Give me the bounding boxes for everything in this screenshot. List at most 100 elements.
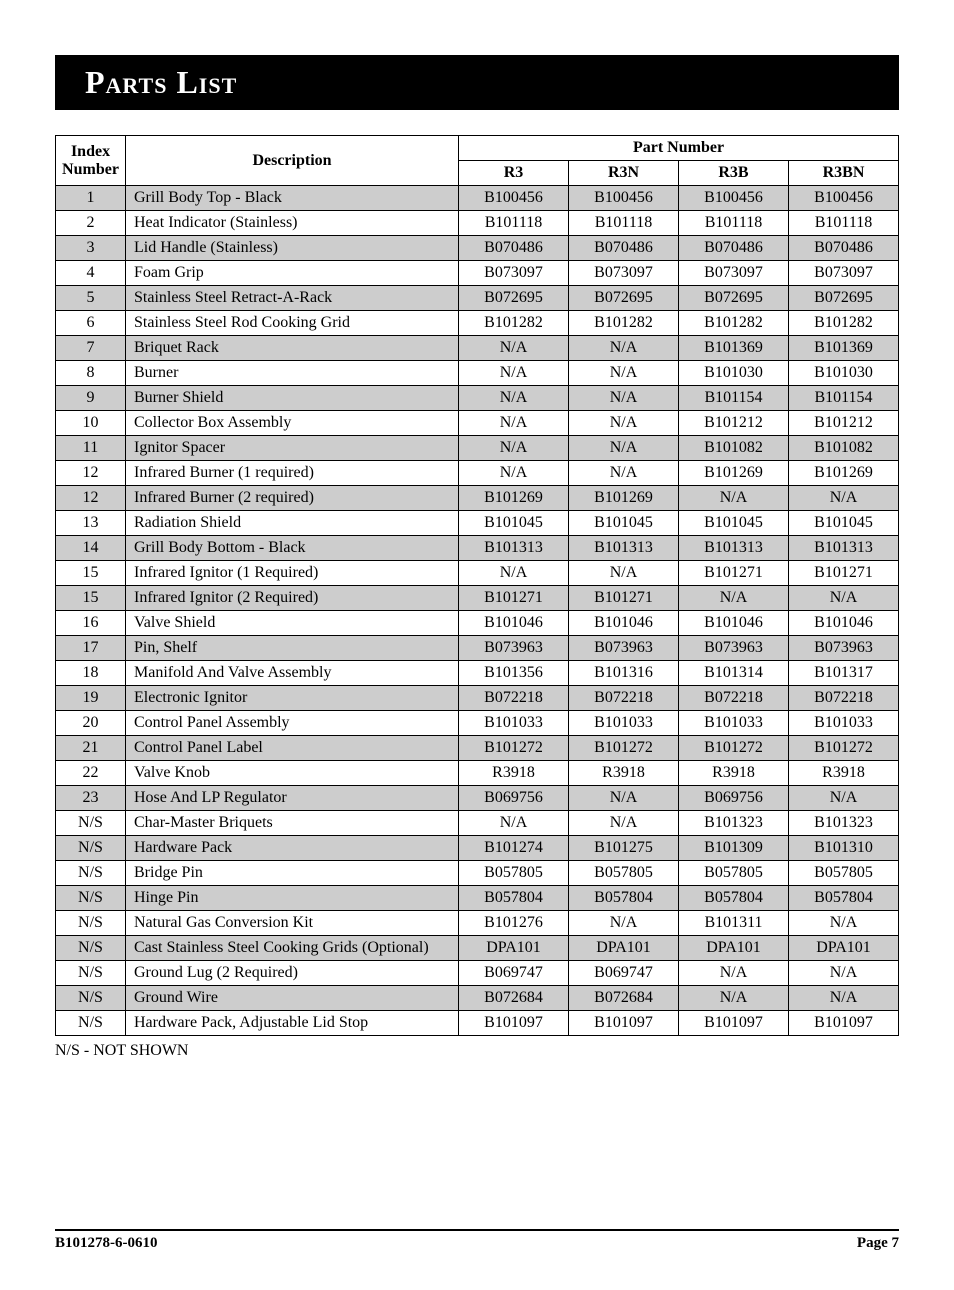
cell-index: 5 <box>56 286 126 311</box>
page-footer: B101278-6-0610 Page 7 <box>55 1229 899 1252</box>
table-row: 13Radiation ShieldB101045B101045B101045B… <box>56 511 899 536</box>
cell-part-number: B069756 <box>459 786 569 811</box>
cell-part-number: B101316 <box>569 661 679 686</box>
cell-description: Grill Body Top - Black <box>126 186 459 211</box>
cell-part-number: B101269 <box>679 461 789 486</box>
cell-part-number: B101369 <box>679 336 789 361</box>
cell-index: 11 <box>56 436 126 461</box>
cell-description: Valve Shield <box>126 611 459 636</box>
cell-part-number: B101272 <box>789 736 899 761</box>
cell-part-number: N/A <box>459 336 569 361</box>
cell-part-number: B101118 <box>569 211 679 236</box>
cell-part-number: N/A <box>569 361 679 386</box>
cell-part-number: B101118 <box>679 211 789 236</box>
cell-description: Infrared Ignitor (2 Required) <box>126 586 459 611</box>
cell-part-number: N/A <box>569 811 679 836</box>
table-row: 17Pin, ShelfB073963B073963B073963B073963 <box>56 636 899 661</box>
parts-table: Index Number Description Part Number R3 … <box>55 135 899 1036</box>
cell-index: N/S <box>56 1011 126 1036</box>
cell-part-number: B101271 <box>679 561 789 586</box>
cell-part-number: B101082 <box>679 436 789 461</box>
footer-doc-number: B101278-6-0610 <box>55 1235 158 1252</box>
cell-part-number: N/A <box>459 561 569 586</box>
cell-part-number: B072695 <box>459 286 569 311</box>
cell-part-number: B101269 <box>459 486 569 511</box>
table-body: 1Grill Body Top - BlackB100456B100456B10… <box>56 186 899 1036</box>
cell-part-number: B101313 <box>789 536 899 561</box>
footnote: N/S - NOT SHOWN <box>55 1042 899 1060</box>
table-row: N/SGround WireB072684B072684N/AN/A <box>56 986 899 1011</box>
cell-part-number: N/A <box>569 786 679 811</box>
cell-part-number: B101272 <box>679 736 789 761</box>
cell-description: Hardware Pack, Adjustable Lid Stop <box>126 1011 459 1036</box>
cell-index: 16 <box>56 611 126 636</box>
cell-part-number: B101082 <box>789 436 899 461</box>
cell-part-number: B101097 <box>459 1011 569 1036</box>
cell-part-number: B057805 <box>459 861 569 886</box>
cell-part-number: B072684 <box>459 986 569 1011</box>
cell-part-number: DPA101 <box>459 936 569 961</box>
col-header-index: Index Number <box>56 136 126 186</box>
cell-part-number: B072218 <box>569 686 679 711</box>
cell-part-number: N/A <box>679 586 789 611</box>
cell-part-number: B101033 <box>789 711 899 736</box>
cell-part-number: B101097 <box>789 1011 899 1036</box>
cell-part-number: B072218 <box>789 686 899 711</box>
cell-part-number: N/A <box>459 361 569 386</box>
cell-part-number: R3918 <box>569 761 679 786</box>
cell-part-number: N/A <box>459 461 569 486</box>
cell-description: Pin, Shelf <box>126 636 459 661</box>
cell-part-number: B101317 <box>789 661 899 686</box>
page: Parts List Index Number Description Part… <box>0 55 954 1290</box>
cell-part-number: B101097 <box>569 1011 679 1036</box>
cell-part-number: B069747 <box>459 961 569 986</box>
cell-description: Control Panel Assembly <box>126 711 459 736</box>
cell-index: 13 <box>56 511 126 536</box>
cell-part-number: N/A <box>679 961 789 986</box>
cell-description: Infrared Ignitor (1 Required) <box>126 561 459 586</box>
cell-index: N/S <box>56 961 126 986</box>
cell-part-number: N/A <box>459 436 569 461</box>
cell-index: N/S <box>56 911 126 936</box>
cell-part-number: N/A <box>789 586 899 611</box>
cell-part-number: B073963 <box>459 636 569 661</box>
cell-description: Briquet Rack <box>126 336 459 361</box>
cell-description: Foam Grip <box>126 261 459 286</box>
cell-part-number: B069756 <box>679 786 789 811</box>
cell-index: 2 <box>56 211 126 236</box>
table-row: 10Collector Box AssemblyN/AN/AB101212B10… <box>56 411 899 436</box>
table-row: 1Grill Body Top - BlackB100456B100456B10… <box>56 186 899 211</box>
cell-index: 14 <box>56 536 126 561</box>
cell-part-number: B100456 <box>569 186 679 211</box>
cell-part-number: B073963 <box>569 636 679 661</box>
cell-part-number: B101323 <box>789 811 899 836</box>
cell-part-number: N/A <box>789 786 899 811</box>
cell-part-number: N/A <box>569 911 679 936</box>
cell-description: Electronic Ignitor <box>126 686 459 711</box>
cell-description: Manifold And Valve Assembly <box>126 661 459 686</box>
cell-part-number: B072695 <box>569 286 679 311</box>
cell-index: 8 <box>56 361 126 386</box>
table-row: 9Burner ShieldN/AN/AB101154B101154 <box>56 386 899 411</box>
cell-part-number: B100456 <box>679 186 789 211</box>
cell-index: 10 <box>56 411 126 436</box>
table-row: 20Control Panel AssemblyB101033B101033B1… <box>56 711 899 736</box>
cell-part-number: B101314 <box>679 661 789 686</box>
cell-index: N/S <box>56 861 126 886</box>
cell-part-number: B101269 <box>789 461 899 486</box>
cell-index: N/S <box>56 886 126 911</box>
cell-index: 9 <box>56 386 126 411</box>
cell-index: 20 <box>56 711 126 736</box>
cell-part-number: B101033 <box>569 711 679 736</box>
cell-part-number: B101310 <box>789 836 899 861</box>
cell-index: 12 <box>56 461 126 486</box>
cell-description: Lid Handle (Stainless) <box>126 236 459 261</box>
table-row: N/SHardware PackB101274B101275B101309B10… <box>56 836 899 861</box>
col-header-index-top: Index <box>71 143 110 160</box>
cell-part-number: B100456 <box>459 186 569 211</box>
cell-part-number: B101046 <box>459 611 569 636</box>
cell-part-number: B101369 <box>789 336 899 361</box>
cell-part-number: B101212 <box>789 411 899 436</box>
cell-part-number: B101269 <box>569 486 679 511</box>
cell-description: Natural Gas Conversion Kit <box>126 911 459 936</box>
